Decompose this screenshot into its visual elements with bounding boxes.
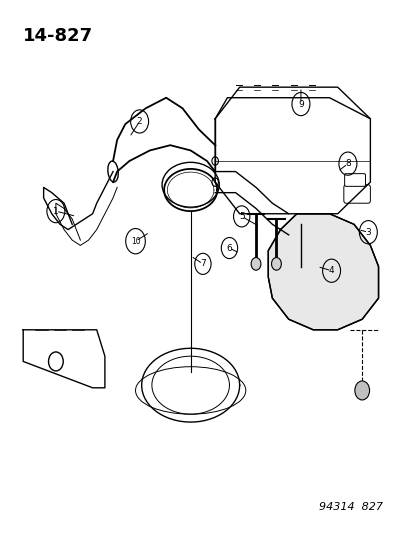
Text: 4: 4 [328, 266, 334, 275]
Text: 6: 6 [226, 244, 232, 253]
Text: 2: 2 [136, 117, 142, 126]
Text: 14-827: 14-827 [23, 27, 93, 45]
FancyBboxPatch shape [344, 174, 365, 187]
Text: 1: 1 [53, 207, 59, 216]
Circle shape [251, 257, 260, 270]
FancyBboxPatch shape [343, 185, 370, 203]
Text: 10: 10 [131, 237, 140, 246]
Circle shape [354, 381, 369, 400]
Circle shape [271, 257, 281, 270]
Text: 7: 7 [199, 260, 205, 268]
Text: 3: 3 [365, 228, 370, 237]
Text: 9: 9 [297, 100, 303, 109]
Text: 8: 8 [344, 159, 350, 168]
Text: 5: 5 [238, 212, 244, 221]
Polygon shape [268, 214, 377, 330]
Text: 94314  827: 94314 827 [318, 502, 382, 512]
